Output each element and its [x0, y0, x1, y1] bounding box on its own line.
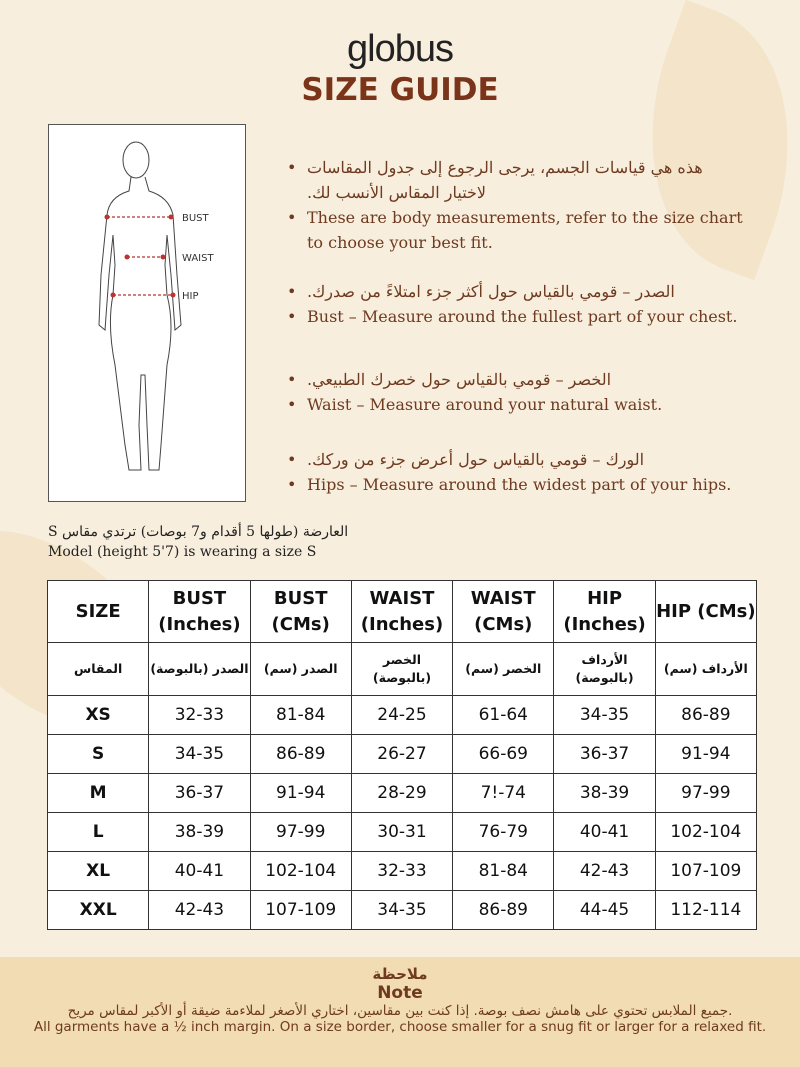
table-cell: 42-43	[553, 851, 656, 891]
table-cell: 97-99	[654, 773, 758, 813]
size-cell: S	[46, 734, 150, 774]
table-cell: 102-104	[654, 812, 758, 852]
hip-instruction-en: Hips – Measure around the widest part of…	[285, 472, 745, 497]
table-cell: 86-89	[249, 734, 352, 774]
bust-instruction-en: Bust – Measure around the fullest part o…	[285, 304, 745, 329]
table-cell: 86-89	[452, 890, 555, 930]
table-cell: 107-109	[654, 851, 758, 891]
brand-logo: globus	[347, 28, 454, 70]
size-cell: M	[46, 773, 150, 813]
instruction-ar: هذه هي قياسات الجسم، يرجى الرجوع إلى جدو…	[285, 155, 745, 205]
header-row: SIZE BUST (Inches) BUST (CMs) WAIST (Inches…	[46, 580, 758, 643]
note-title: Note	[377, 983, 423, 1003]
table-cell: 34-35	[350, 890, 454, 930]
table-row: M 36-37 91-94 28-29 7!-74 38-39 97-99	[46, 773, 758, 813]
waist-label: WAIST	[182, 253, 214, 264]
note-section: ملاحظة Note جميع الملابس تحتوي على هامش …	[0, 957, 800, 1067]
size-cell: L	[46, 812, 150, 852]
column-header: WAIST (Inches)	[350, 580, 454, 643]
size-cell: XXL	[46, 890, 150, 930]
hip-label: HIP	[182, 291, 199, 302]
column-header: BUST (Inches)	[148, 580, 251, 643]
table-row: XL 40-41 102-104 32-33 81-84 42-43 107-109	[46, 851, 758, 891]
column-header-ar: الخصر (سم)	[452, 642, 555, 696]
column-header-ar: الصدر (بالبوصة)	[148, 642, 251, 696]
table-cell: 24-25	[350, 695, 454, 735]
column-header: HIP (Inches)	[553, 580, 656, 643]
table-cell: 40-41	[148, 851, 251, 891]
table-cell: 86-89	[654, 695, 758, 735]
table-cell: 38-39	[148, 812, 251, 852]
instruction-en: These are body measurements, refer to th…	[285, 205, 745, 255]
table-cell: 112-114	[654, 890, 758, 930]
table-cell: 34-35	[553, 695, 656, 735]
table-cell: 28-29	[350, 773, 454, 813]
column-header: BUST (CMs)	[249, 580, 352, 643]
measurement-instructions: هذه هي قياسات الجسم، يرجى الرجوع إلى جدو…	[285, 155, 745, 497]
column-header-ar: المقاس	[46, 642, 150, 696]
table-cell: 61-64	[452, 695, 555, 735]
header-row-arabic: المقاس الصدر (بالبوصة) الصدر (سم) الخصر (با…	[46, 642, 758, 696]
bust-label: BUST	[182, 213, 210, 224]
table-row: S 34-35 86-89 26-27 66-69 36-37 91-94	[46, 734, 758, 774]
body-figure: BUST WAIST HIP	[48, 124, 246, 502]
body-outline-illustration: BUST WAIST HIP	[98, 141, 214, 471]
column-header: SIZE	[46, 580, 150, 643]
model-info-en: Model (height 5'7) is wearing a size S	[48, 544, 317, 560]
column-header-ar: الأرداف (سم)	[654, 642, 758, 696]
table-cell: 66-69	[452, 734, 555, 774]
table-cell: 42-43	[148, 890, 251, 930]
column-header: WAIST (CMs)	[452, 580, 555, 643]
table-cell: 26-27	[350, 734, 454, 774]
waist-instruction-en: Waist – Measure around your natural wais…	[285, 392, 745, 417]
table-cell: 81-84	[452, 851, 555, 891]
table-cell: 91-94	[654, 734, 758, 774]
table-row: XS 32-33 81-84 24-25 61-64 34-35 86-89	[46, 695, 758, 735]
size-chart-table: SIZE BUST (Inches) BUST (CMs) WAIST (Inches…	[46, 580, 758, 930]
table-cell: 30-31	[350, 812, 454, 852]
table-cell: 38-39	[553, 773, 656, 813]
model-info: العارضة (طولها 5 أقدام و7 بوصات) ترتدي م…	[48, 522, 348, 562]
hip-instruction-ar: الورك – قومي بالقياس حول أعرض جزء من ورك…	[285, 447, 745, 472]
table-row: XXL 42-43 107-109 34-35 86-89 44-45 112-114	[46, 890, 758, 930]
table-cell: 32-33	[148, 695, 251, 735]
column-header: HIP (CMs)	[654, 580, 758, 643]
table-cell: 76-79	[452, 812, 555, 852]
table-cell: 32-33	[350, 851, 454, 891]
table-cell: 91-94	[249, 773, 352, 813]
table-cell: 7!-74	[452, 773, 555, 813]
size-cell: XL	[46, 851, 150, 891]
table-cell: 102-104	[249, 851, 352, 891]
note-title-ar: ملاحظة	[372, 965, 428, 983]
page-title: SIZE GUIDE	[301, 72, 499, 108]
table-cell: 81-84	[249, 695, 352, 735]
column-header-ar: الأرداف (بالبوصة)	[553, 642, 656, 696]
table-cell: 34-35	[148, 734, 251, 774]
table-cell: 107-109	[249, 890, 352, 930]
note-text-ar: جميع الملابس تحتوي على هامش نصف بوصة. إذ…	[67, 1003, 733, 1019]
table-cell: 97-99	[249, 812, 352, 852]
waist-instruction-ar: الخصر – قومي بالقياس حول خصرك الطبيعي.	[285, 367, 745, 392]
column-header-ar: الخصر (بالبوصة)	[350, 642, 454, 696]
note-text: All garments have a ½ inch margin. On a …	[33, 1019, 767, 1035]
table-cell: 36-37	[553, 734, 656, 774]
table-cell: 36-37	[148, 773, 251, 813]
bust-instruction-ar: الصدر – قومي بالقياس حول أكثر جزء امتلاء…	[285, 279, 745, 304]
model-info-ar: العارضة (طولها 5 أقدام و7 بوصات) ترتدي م…	[48, 524, 349, 540]
table-cell: 40-41	[553, 812, 656, 852]
table-row: L 38-39 97-99 30-31 76-79 40-41 102-104	[46, 812, 758, 852]
size-cell: XS	[46, 695, 150, 735]
table-cell: 44-45	[553, 890, 656, 930]
column-header-ar: الصدر (سم)	[249, 642, 352, 696]
